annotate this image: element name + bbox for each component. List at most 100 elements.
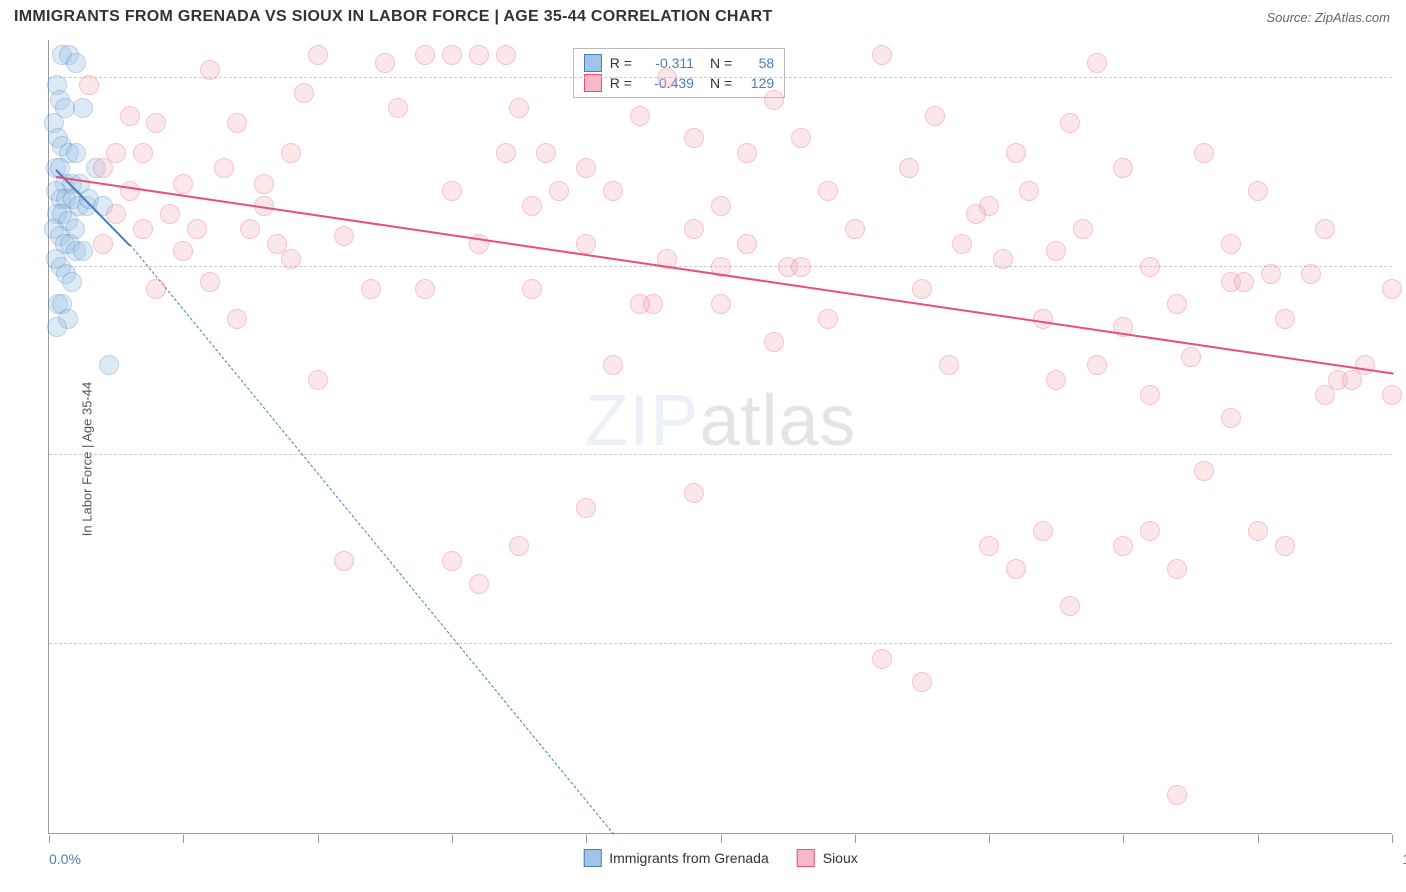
point-sioux [603,355,623,375]
point-sioux [522,196,542,216]
watermark: ZIPatlas [584,380,856,462]
point-sioux [1248,521,1268,541]
point-sioux [764,332,784,352]
legend-label: Sioux [823,850,858,866]
point-sioux [657,68,677,88]
point-sioux [899,158,919,178]
point-sioux [684,128,704,148]
point-sioux [281,249,301,269]
point-sioux [1221,408,1241,428]
source-link[interactable]: ZipAtlas.com [1315,10,1390,25]
point-grenada [47,317,67,337]
point-sioux [818,181,838,201]
point-sioux [872,45,892,65]
x-tick [318,835,319,843]
point-sioux [375,53,395,73]
point-sioux [1087,53,1107,73]
point-sioux [334,551,354,571]
point-grenada [99,355,119,375]
point-sioux [791,257,811,277]
point-sioux [187,219,207,239]
x-tick [989,835,990,843]
point-sioux [939,355,959,375]
x-tick [49,835,50,843]
point-sioux [1033,521,1053,541]
point-sioux [173,174,193,194]
point-sioux [469,574,489,594]
point-sioux [200,272,220,292]
x-tick [1258,835,1259,843]
point-grenada [73,98,93,118]
point-sioux [442,551,462,571]
point-sioux [509,98,529,118]
point-sioux [1315,219,1335,239]
point-sioux [952,234,972,254]
legend-swatch [584,54,602,72]
point-sioux [1301,264,1321,284]
point-sioux [576,498,596,518]
point-sioux [1073,219,1093,239]
plot-area: ZIPatlas R =-0.311N =58R =-0.439N =129 0… [48,40,1392,834]
point-sioux [415,279,435,299]
point-sioux [160,204,180,224]
point-sioux [1140,257,1160,277]
point-sioux [1167,785,1187,805]
point-sioux [549,181,569,201]
legend-stat-row: R =-0.311N =58 [584,53,774,73]
point-sioux [1140,521,1160,541]
point-sioux [79,75,99,95]
point-sioux [1181,347,1201,367]
point-sioux [845,219,865,239]
point-sioux [1315,385,1335,405]
point-sioux [227,309,247,329]
point-sioux [1087,355,1107,375]
n-label: N = [710,55,732,71]
x-tick [183,835,184,843]
trend-line-extrapolated [129,244,614,834]
point-sioux [966,204,986,224]
point-sioux [294,83,314,103]
x-tick [452,835,453,843]
point-sioux [1113,158,1133,178]
point-sioux [1006,143,1026,163]
legend-swatch [797,849,815,867]
point-sioux [1060,113,1080,133]
point-sioux [133,219,153,239]
point-sioux [603,181,623,201]
point-sioux [442,181,462,201]
n-value: 58 [740,55,774,71]
legend-item[interactable]: Immigrants from Grenada [583,849,769,867]
point-sioux [442,45,462,65]
header: IMMIGRANTS FROM GRENADA VS SIOUX IN LABO… [0,0,1406,30]
point-sioux [1194,143,1214,163]
point-sioux [240,219,260,239]
point-sioux [1221,234,1241,254]
series-legend: Immigrants from Grenada Sioux [583,849,858,867]
point-sioux [361,279,381,299]
point-sioux [737,143,757,163]
point-sioux [1140,385,1160,405]
point-sioux [912,672,932,692]
x-tick [855,835,856,843]
point-sioux [711,196,731,216]
point-sioux [1046,370,1066,390]
point-sioux [764,90,784,110]
point-sioux [1275,309,1295,329]
point-grenada [73,241,93,261]
point-sioux [1006,559,1026,579]
point-sioux [791,128,811,148]
point-sioux [496,143,516,163]
x-tick [1123,835,1124,843]
point-grenada [66,53,86,73]
chart-title: IMMIGRANTS FROM GRENADA VS SIOUX IN LABO… [14,8,773,26]
point-sioux [1194,461,1214,481]
point-sioux [214,158,234,178]
legend-item[interactable]: Sioux [797,849,858,867]
point-sioux [415,45,435,65]
x-axis-max-label: 100.0% [1403,851,1406,867]
point-sioux [146,113,166,133]
legend-swatch [583,849,601,867]
point-sioux [1019,181,1039,201]
gridline-h [49,643,1392,644]
point-sioux [106,143,126,163]
